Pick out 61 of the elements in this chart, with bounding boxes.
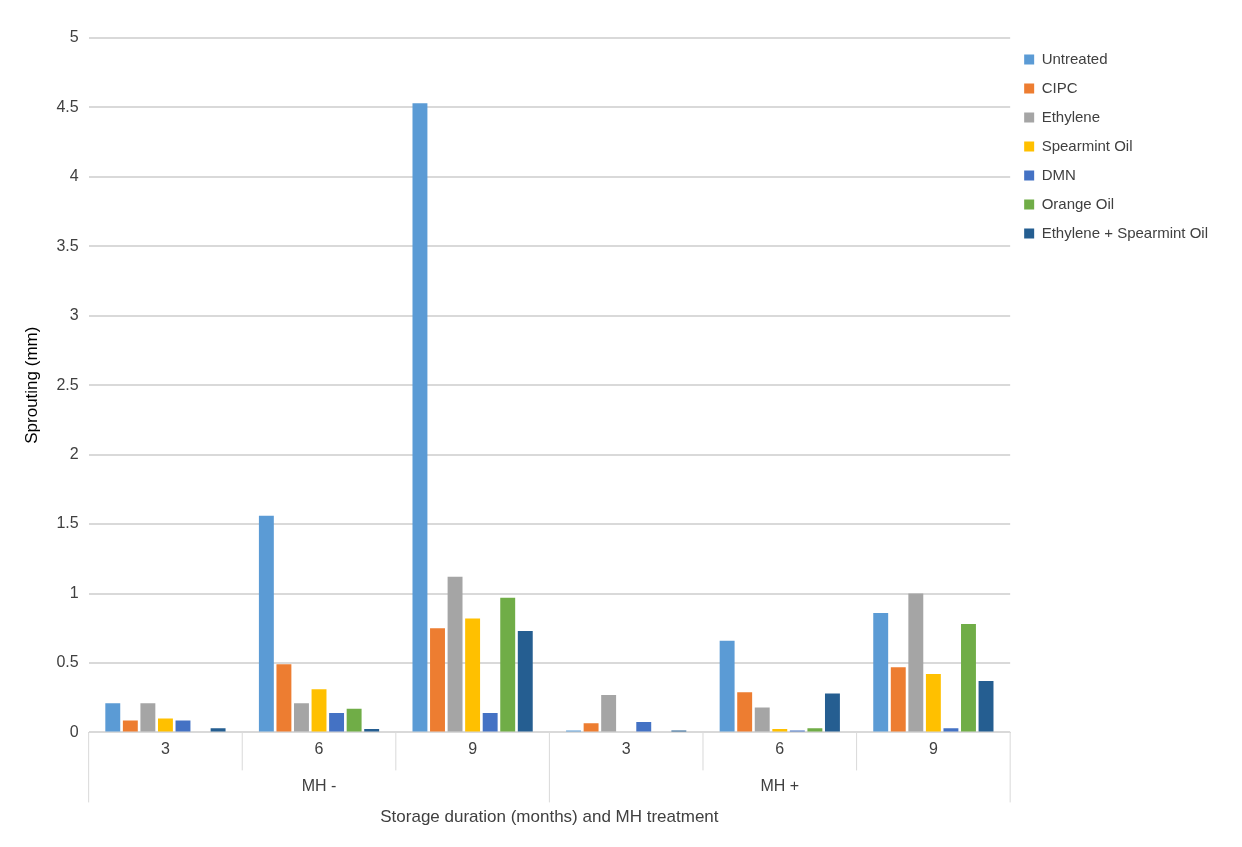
bar <box>908 593 924 732</box>
text: MH + <box>760 776 800 794</box>
y-tick-label: 3 <box>69 306 79 324</box>
bar <box>276 664 292 732</box>
x-tick-label: 6 <box>314 740 324 758</box>
bar <box>482 712 498 732</box>
text: MH - <box>301 776 337 794</box>
bar <box>346 708 362 732</box>
bar <box>311 689 327 732</box>
bar <box>961 624 976 732</box>
y-axis-title: Sprouting (mm) <box>21 326 41 444</box>
y-tick-label: 3.5 <box>56 236 79 254</box>
bar <box>754 707 770 732</box>
bar <box>943 728 959 732</box>
bar <box>583 723 599 732</box>
bar <box>807 728 823 732</box>
bar <box>140 703 156 732</box>
legend-label: Ethylene <box>1041 107 1101 125</box>
legend-label: Ethylene + Spearmint Oil <box>1041 223 1209 241</box>
bar <box>412 103 428 732</box>
legend-label: Spearmint Oil <box>1041 136 1133 154</box>
x-tick-label: 3 <box>621 740 631 758</box>
x-tick-label: 3 <box>160 740 170 758</box>
bar <box>601 694 617 732</box>
legend-label: Untreated <box>1041 49 1108 67</box>
bar <box>636 721 652 732</box>
bar <box>430 628 445 732</box>
bar <box>258 515 274 732</box>
bar <box>447 576 463 732</box>
y-tick-label: 0.5 <box>56 653 79 671</box>
bar <box>890 667 906 732</box>
x-tick-label: 9 <box>468 740 478 758</box>
legend-label: CIPC <box>1041 78 1078 96</box>
legend-label: Orange Oil <box>1041 194 1115 212</box>
y-tick-label: 1 <box>69 583 79 601</box>
x-axis-title: Storage duration (months) and MH treatment <box>380 807 719 827</box>
y-tick-label: 0 <box>69 722 79 740</box>
bar <box>157 718 173 732</box>
bar <box>329 712 345 732</box>
bar <box>824 693 840 732</box>
bar <box>873 612 889 732</box>
bar <box>719 640 735 732</box>
y-tick-label: 5 <box>69 28 79 46</box>
legend-label: DMN <box>1041 165 1076 183</box>
bar <box>737 692 753 732</box>
bar <box>925 674 941 732</box>
x-tick-label: 9 <box>928 740 938 758</box>
bar <box>500 597 516 732</box>
bar <box>978 681 994 732</box>
y-tick-label: 4 <box>69 167 79 185</box>
bar <box>210 728 226 732</box>
bar <box>122 720 138 732</box>
y-tick-label: 2.5 <box>56 375 79 393</box>
bar <box>465 618 481 732</box>
bar <box>294 703 309 732</box>
y-tick-label: 1.5 <box>56 514 79 532</box>
x-tick-label: 6 <box>775 740 785 758</box>
y-tick-label: 2 <box>69 445 79 463</box>
y-tick-label: 4.5 <box>56 97 79 115</box>
bar <box>517 631 533 732</box>
bar <box>105 703 121 732</box>
